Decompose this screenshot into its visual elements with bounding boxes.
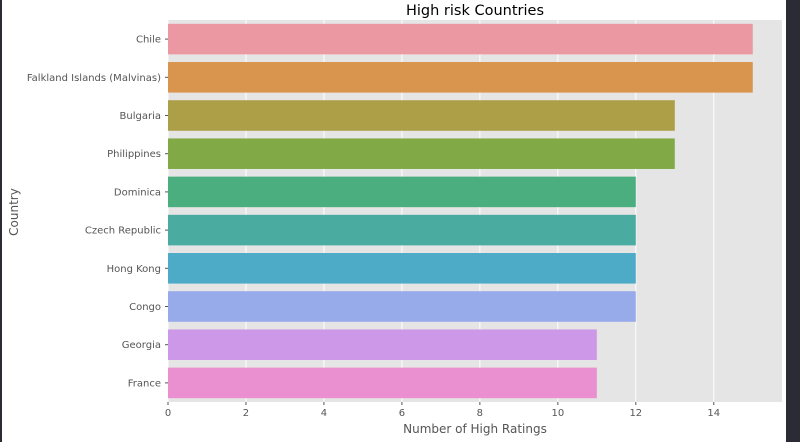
bar bbox=[168, 329, 597, 360]
y-tick-label: Chile bbox=[136, 35, 161, 46]
bar bbox=[168, 23, 753, 55]
bar bbox=[168, 291, 636, 322]
chart-title: High risk Countries bbox=[406, 3, 544, 19]
x-tick-labels: 0 2 4 6 8 10 12 14 bbox=[165, 402, 720, 419]
y-tick-labels: Chile Falkland Islands (Malvinas) Bulgaria… bbox=[27, 35, 168, 389]
y-tick-label: Czech Republic bbox=[85, 226, 161, 237]
y-axis-title: Country bbox=[7, 188, 21, 236]
window-left-border bbox=[0, 0, 2, 442]
x-tick-label: 14 bbox=[707, 408, 720, 419]
x-tick-label: 2 bbox=[243, 408, 249, 419]
x-tick-label: 6 bbox=[399, 408, 405, 419]
y-tick-label: France bbox=[128, 378, 161, 389]
bar bbox=[168, 100, 675, 131]
y-tick-label: Bulgaria bbox=[120, 111, 161, 122]
y-tick-label: Dominica bbox=[114, 187, 161, 198]
x-axis-title: Number of High Ratings bbox=[403, 422, 547, 436]
bar bbox=[168, 62, 753, 93]
y-tick-label: Congo bbox=[129, 302, 161, 313]
bar bbox=[168, 367, 597, 399]
bars-group bbox=[168, 23, 753, 399]
x-tick-label: 10 bbox=[551, 408, 564, 419]
y-tick-label: Philippines bbox=[107, 149, 161, 160]
bar bbox=[168, 253, 636, 284]
x-tick-label: 8 bbox=[477, 408, 483, 419]
bar bbox=[168, 214, 636, 246]
window-right-border bbox=[786, 0, 800, 442]
y-tick-label: Falkland Islands (Malvinas) bbox=[27, 73, 161, 84]
y-tick-label: Georgia bbox=[122, 340, 161, 351]
bar bbox=[168, 176, 636, 208]
x-tick-label: 0 bbox=[165, 408, 171, 419]
x-tick-label: 12 bbox=[629, 408, 642, 419]
y-tick-label: Hong Kong bbox=[107, 264, 161, 275]
bar bbox=[168, 138, 675, 169]
x-tick-label: 4 bbox=[321, 408, 327, 419]
